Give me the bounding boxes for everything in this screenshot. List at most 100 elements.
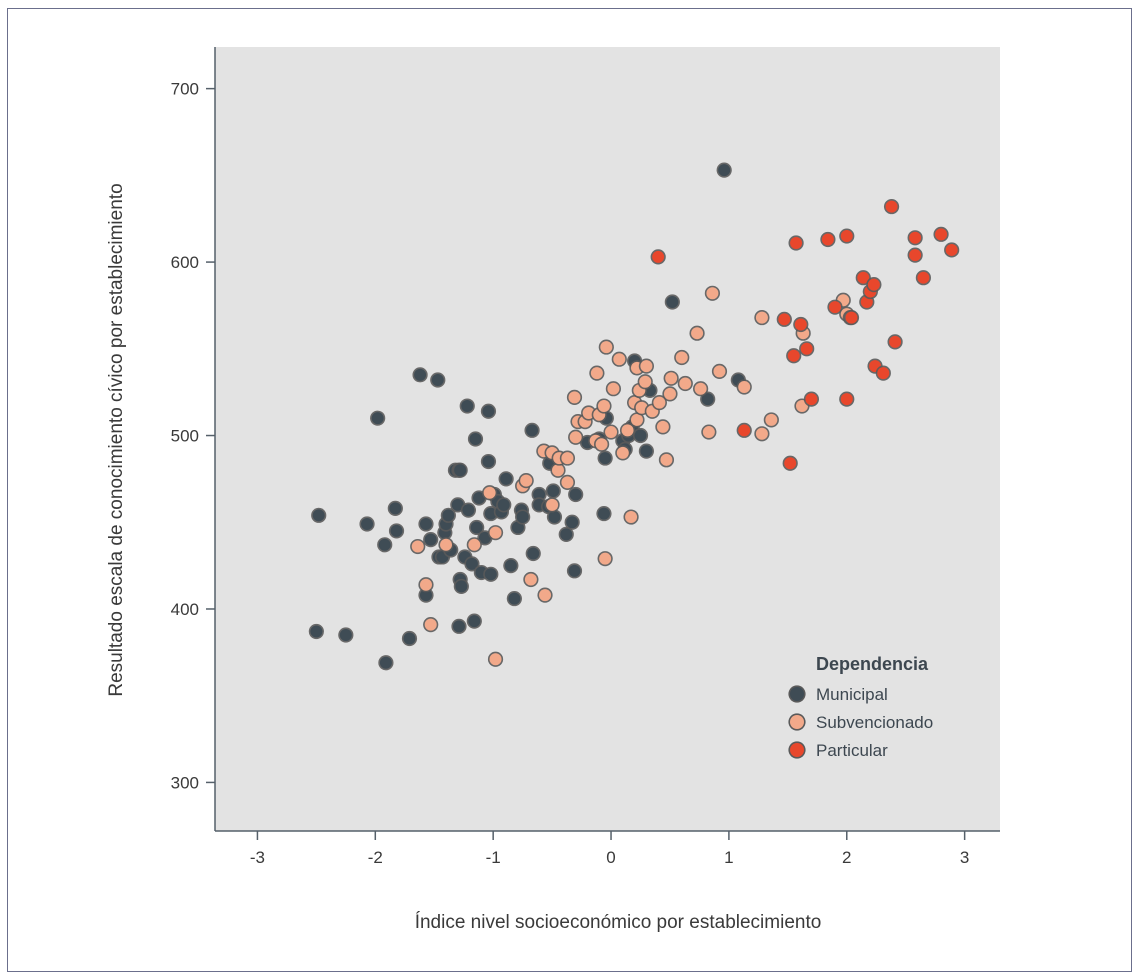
data-point [675, 351, 688, 364]
data-point [468, 615, 481, 628]
legend: Dependencia Municipal Subvencionado Partic… [788, 654, 933, 760]
x-tick-label: 0 [606, 848, 615, 867]
data-point [666, 295, 679, 308]
data-point [597, 507, 610, 520]
x-tick-label: 3 [960, 848, 969, 867]
data-point [656, 420, 669, 433]
data-point [403, 632, 416, 645]
data-point [765, 413, 778, 426]
data-point [640, 360, 653, 373]
data-point [312, 509, 325, 522]
data-point [566, 516, 579, 529]
data-point [451, 498, 464, 511]
legend-title: Dependencia [816, 654, 929, 674]
data-point [371, 412, 384, 425]
data-point [310, 625, 323, 638]
data-point [885, 200, 898, 213]
data-point [561, 452, 574, 465]
data-point [419, 578, 432, 591]
data-point [551, 464, 564, 477]
data-point [500, 472, 513, 485]
x-axis: -3 -2 -1 0 1 2 3 [215, 830, 1000, 867]
data-point [790, 237, 803, 249]
data-point [527, 547, 540, 560]
data-point [419, 589, 432, 602]
data-point [694, 382, 707, 395]
data-point [568, 564, 581, 577]
data-point [548, 511, 561, 524]
data-point [621, 424, 634, 437]
legend-label: Particular [816, 741, 888, 760]
legend-marker [790, 687, 804, 701]
data-point [524, 573, 537, 586]
data-point [889, 335, 902, 348]
data-point [389, 502, 402, 515]
data-point [605, 426, 618, 439]
data-point [679, 377, 692, 390]
data-point [857, 271, 870, 284]
data-point [917, 271, 930, 284]
legend-marker [790, 715, 804, 729]
data-point [560, 528, 573, 541]
y-tick-label: 300 [171, 773, 199, 792]
data-point [468, 538, 481, 551]
data-point [713, 365, 726, 378]
data-point [569, 431, 582, 444]
data-point [639, 375, 652, 388]
data-point [539, 589, 552, 602]
y-tick-label: 600 [171, 253, 199, 272]
legend-label: Subvencionado [816, 713, 933, 732]
data-point [845, 311, 858, 324]
data-point [877, 367, 890, 380]
data-point [597, 400, 610, 413]
data-point [607, 382, 620, 395]
x-tick-label: 2 [842, 848, 851, 867]
data-point [462, 504, 475, 517]
data-point [787, 349, 800, 362]
data-point [378, 538, 391, 551]
data-point [483, 486, 496, 499]
data-point [520, 474, 533, 487]
data-point [473, 491, 486, 504]
data-point [660, 453, 673, 466]
y-tick-label: 500 [171, 427, 199, 446]
data-point [935, 228, 948, 241]
data-point [867, 278, 880, 291]
data-point [419, 517, 432, 530]
data-point [569, 488, 582, 501]
data-point [469, 433, 482, 445]
data-point [339, 629, 352, 641]
data-point [497, 498, 510, 511]
data-point [504, 559, 517, 572]
data-point [701, 393, 714, 406]
data-point [805, 393, 818, 406]
data-point [702, 426, 715, 439]
data-point [635, 401, 648, 414]
data-points [308, 162, 960, 671]
data-point [361, 517, 374, 530]
x-tick-label: 1 [724, 848, 733, 867]
data-point [909, 249, 922, 262]
plot-area [215, 47, 1000, 831]
data-point [526, 424, 539, 437]
data-point [590, 367, 603, 380]
series-municipal [308, 162, 746, 671]
legend-label: Municipal [816, 685, 888, 704]
data-point [778, 313, 791, 326]
x-tick-label: -3 [250, 848, 265, 867]
data-point [411, 540, 424, 553]
data-point [454, 464, 467, 477]
data-point [489, 526, 502, 539]
data-point [630, 413, 643, 426]
data-point [599, 552, 612, 565]
data-point [800, 342, 813, 355]
x-tick-label: -2 [368, 848, 383, 867]
data-point [691, 327, 704, 340]
data-point [442, 509, 455, 522]
data-point [546, 498, 559, 511]
y-tick-label: 700 [171, 80, 199, 99]
data-point [640, 445, 653, 458]
data-point [794, 318, 807, 331]
data-point [424, 618, 437, 631]
